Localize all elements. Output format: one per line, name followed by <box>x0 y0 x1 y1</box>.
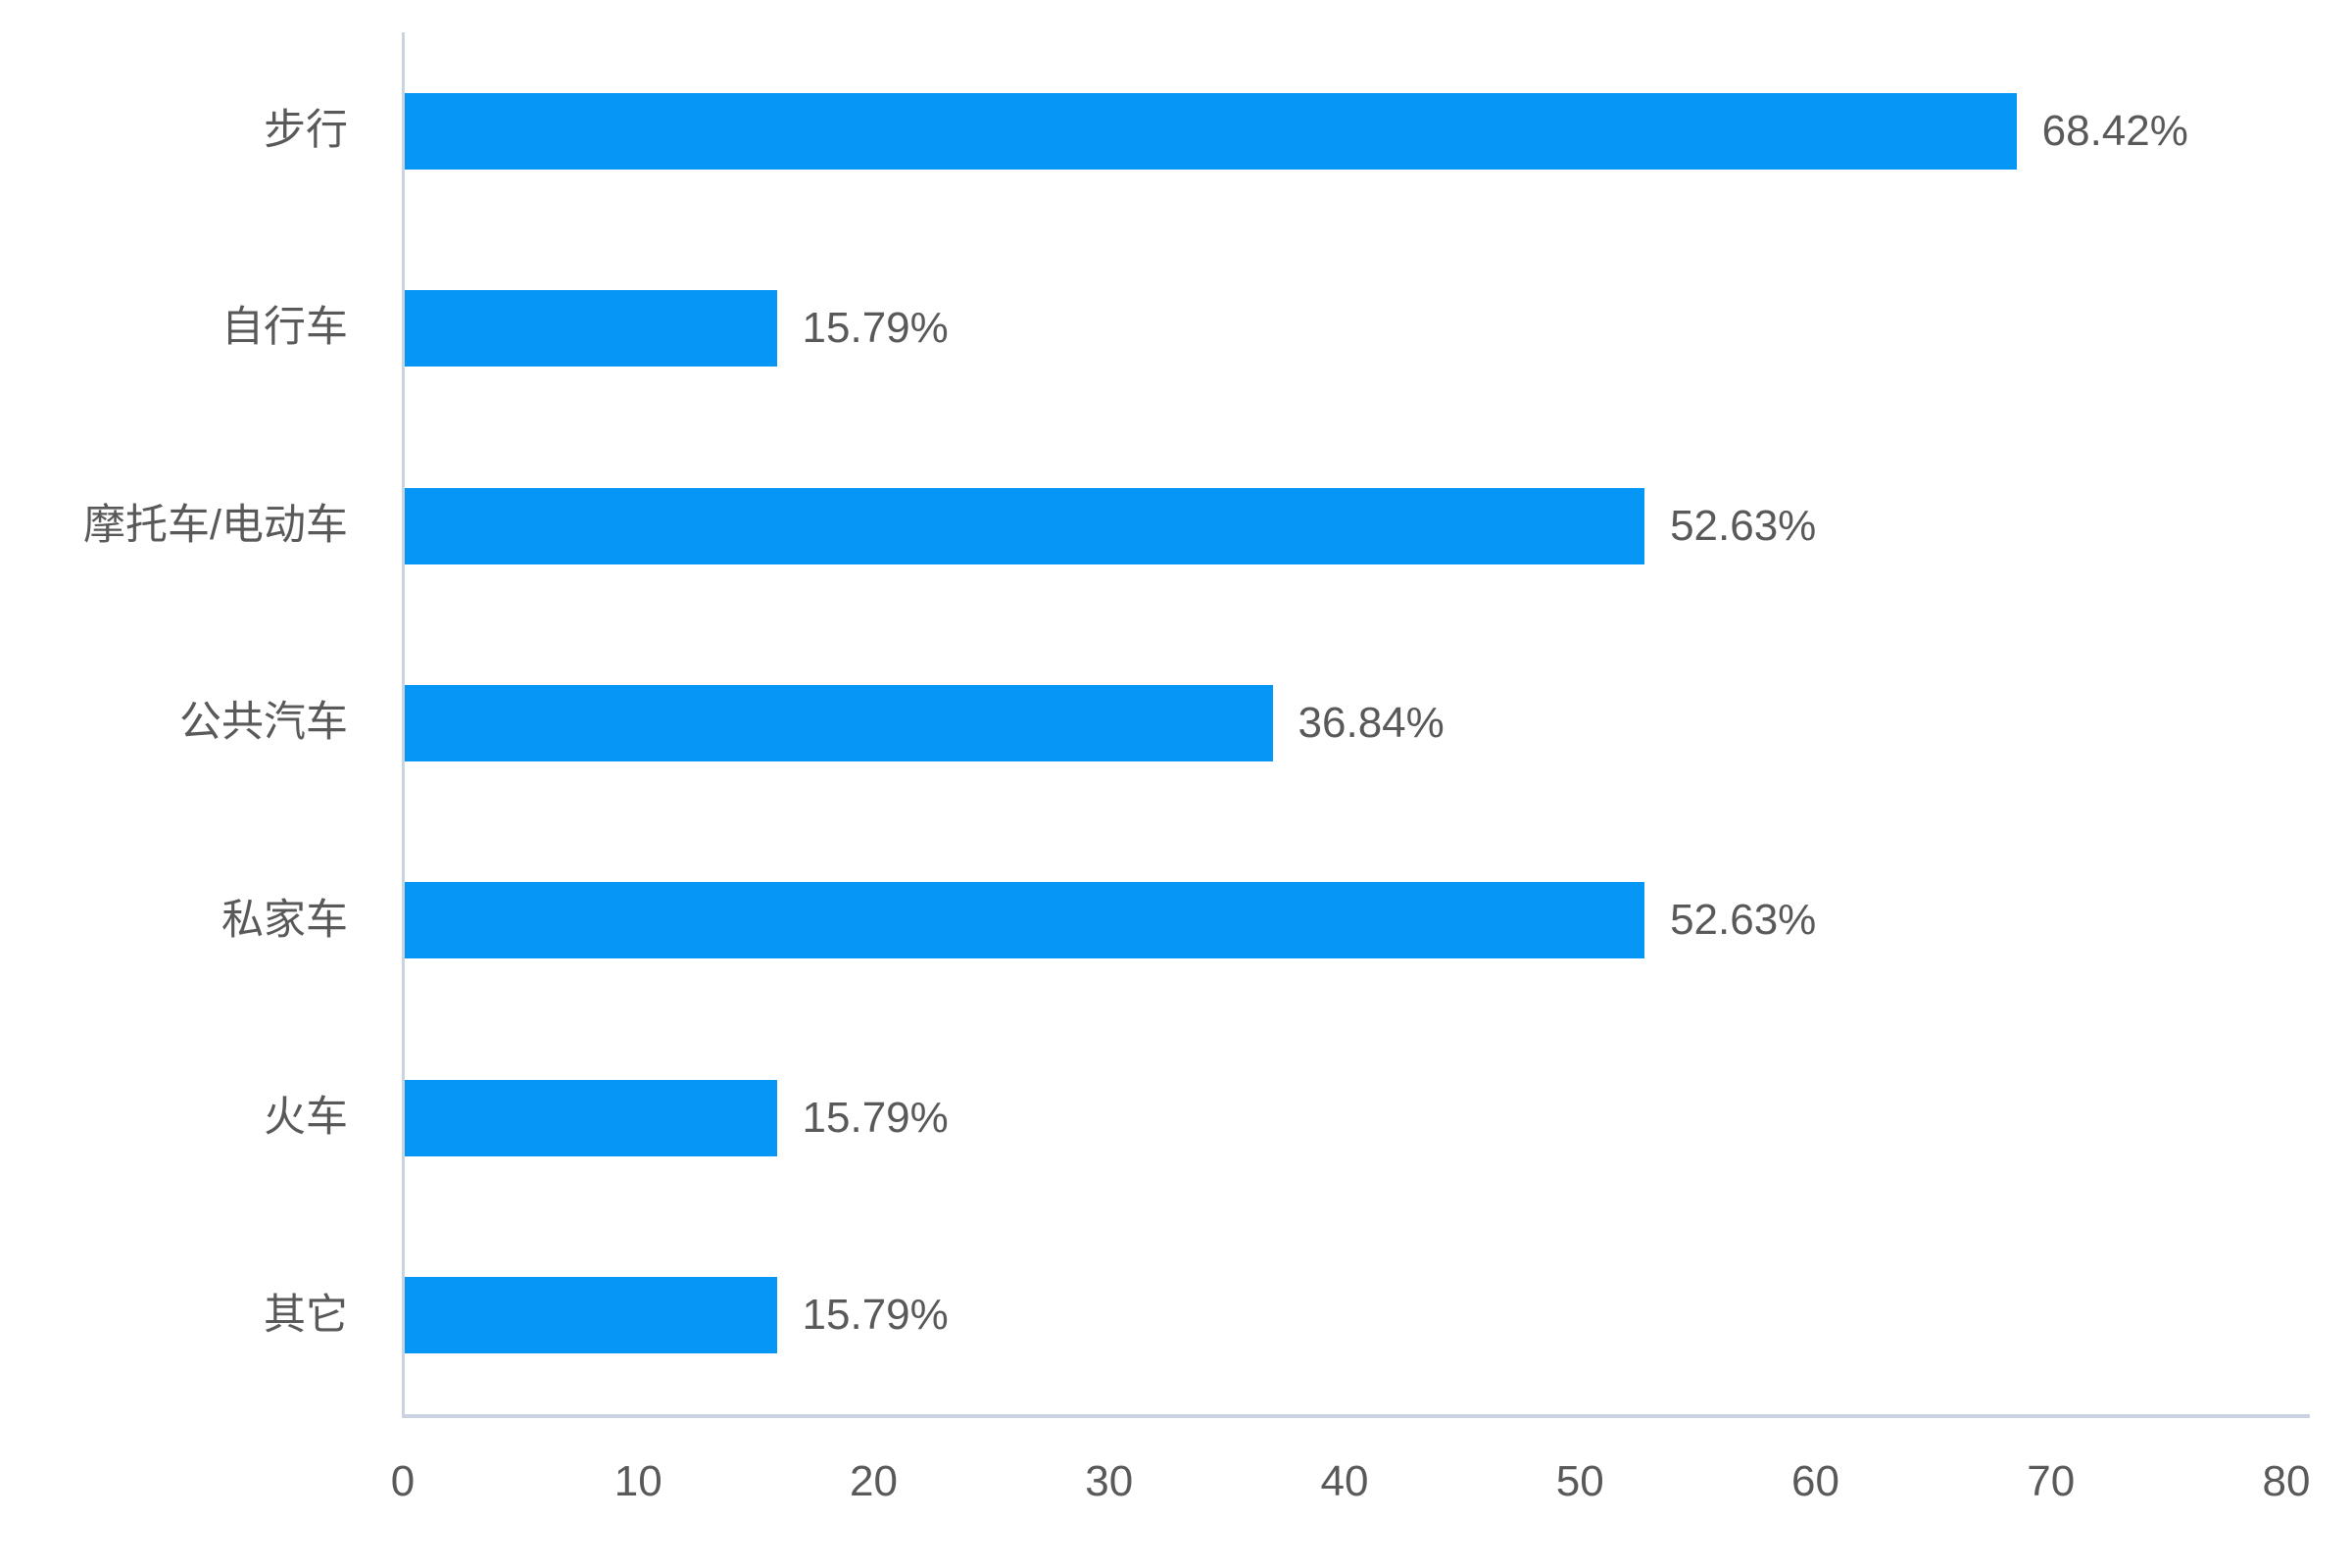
chart-row: 自行车 15.79% <box>0 229 2352 426</box>
chart-row: 火车 15.79% <box>0 1019 2352 1216</box>
bar <box>405 487 1645 564</box>
bar-track: 68.42% <box>405 32 2352 229</box>
x-axis-line <box>402 1414 2310 1418</box>
bar-track: 15.79% <box>405 1217 2352 1414</box>
category-label: 火车 <box>264 1094 348 1142</box>
bar-track: 52.63% <box>405 822 2352 1019</box>
bar <box>405 882 1645 959</box>
chart-row: 公共汽车 36.84% <box>0 624 2352 821</box>
bar-track: 15.79% <box>405 1019 2352 1216</box>
bar-track: 15.79% <box>405 229 2352 426</box>
category-label: 其它 <box>264 1291 348 1339</box>
bar-track: 36.84% <box>405 624 2352 821</box>
chart-row: 摩托车/电动车 52.63% <box>0 427 2352 624</box>
chart-row: 其它 15.79% <box>0 1217 2352 1414</box>
bar <box>405 290 777 368</box>
x-tick-label: 80 <box>2262 1457 2311 1505</box>
category-label: 私家车 <box>221 896 348 944</box>
category-label: 步行 <box>264 106 348 154</box>
chart-row: 步行 68.42% <box>0 32 2352 229</box>
x-tick-label: 70 <box>2027 1457 2076 1505</box>
value-label: 68.42% <box>2041 106 2188 155</box>
bar <box>405 684 1273 761</box>
bar-track: 52.63% <box>405 427 2352 624</box>
category-label: 公共汽车 <box>179 699 348 747</box>
bar <box>405 1079 777 1156</box>
value-label: 15.79% <box>802 1291 949 1340</box>
x-tick-label: 10 <box>613 1457 662 1505</box>
plot-area: 步行 68.42% 自行车 15.79% 摩托车/电动车 52.63% 公共汽车 36.84%… <box>0 32 2352 1414</box>
value-label: 52.63% <box>1670 501 1817 550</box>
chart-row: 私家车 52.63% <box>0 822 2352 1019</box>
x-tick-label: 60 <box>1791 1457 1839 1505</box>
x-tick-label: 40 <box>1320 1457 1369 1505</box>
category-label: 摩托车/电动车 <box>83 501 348 549</box>
value-label: 15.79% <box>802 304 949 353</box>
category-label: 自行车 <box>221 304 348 352</box>
x-axis-ticks: 0 10 20 30 40 50 60 70 80 <box>391 1454 2311 1509</box>
bar <box>405 1277 777 1354</box>
x-tick-label: 30 <box>1085 1457 1134 1505</box>
value-label: 15.79% <box>802 1093 949 1142</box>
bar <box>405 92 2017 170</box>
x-tick-label: 50 <box>1555 1457 1604 1505</box>
x-tick-label: 0 <box>390 1457 416 1505</box>
value-label: 36.84% <box>1298 698 1445 747</box>
x-tick-label: 20 <box>850 1457 898 1505</box>
value-label: 52.63% <box>1670 896 1817 945</box>
y-axis-line <box>402 32 405 1418</box>
